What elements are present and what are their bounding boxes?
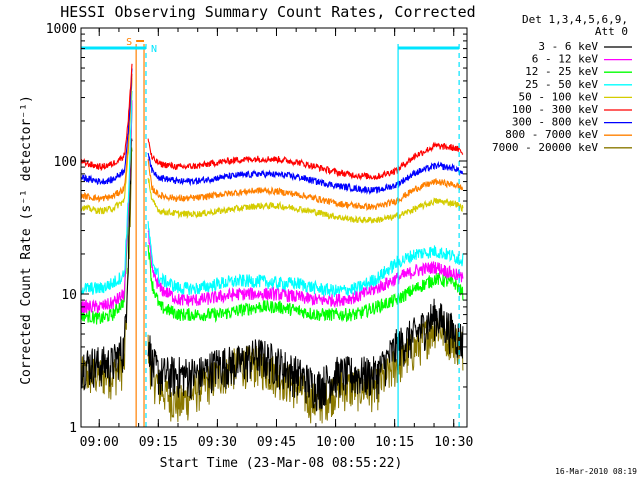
series-line-100-300-kev — [80, 63, 464, 181]
legend-label-800-7000-kev: 800 - 7000 keV — [505, 128, 598, 141]
series-line-800-7000-kev — [80, 73, 464, 212]
y-tick-label: 100 — [54, 155, 77, 170]
chart-title: HESSI Observing Summary Count Rates, Cor… — [60, 3, 475, 21]
series-line-6-12-kev — [80, 100, 464, 315]
plot-frame — [80, 27, 468, 428]
x-axis-label: Start Time (23-Mar-08 08:55:22) — [160, 456, 403, 471]
legend-label-12-25-kev: 12 - 25 keV — [525, 65, 598, 78]
series-line-3-6-kev — [80, 138, 464, 412]
legend-label-3-6-kev: 3 - 6 keV — [538, 40, 598, 53]
legend-label-100-300-kev: 100 - 300 keV — [512, 103, 598, 116]
x-tick-label: 09:15 — [139, 435, 178, 450]
series-line-300-800-kev — [80, 68, 464, 196]
legend-label-25-50-kev: 25 - 50 keV — [525, 78, 598, 91]
x-tick-label: 09:30 — [198, 435, 237, 450]
legend-title: Att 0 — [595, 25, 628, 38]
timestamp: 16-Mar-2010 08:19 — [555, 467, 637, 476]
x-tick-label: 09:45 — [257, 435, 296, 450]
night-label: N — [151, 44, 157, 55]
legend-label-6-12-kev: 6 - 12 keV — [532, 53, 599, 66]
x-tick-label: 10:15 — [375, 435, 414, 450]
x-tick-label: 09:00 — [80, 435, 119, 450]
saa-label: S — [126, 37, 132, 48]
y-tick-label: 1 — [69, 421, 77, 436]
legend-label-300-800-kev: 300 - 800 keV — [512, 116, 598, 129]
y-axis-label: Corrected Count Rate (s⁻¹ detector⁻¹) — [19, 95, 34, 385]
y-tick-label: 1000 — [46, 22, 77, 37]
series-line-50-100-kev — [80, 78, 464, 224]
y-tick-label: 10 — [61, 288, 77, 303]
x-tick-label: 10:30 — [434, 435, 473, 450]
series-line-25-50-kev — [80, 90, 464, 298]
legend-label-7000-20000-kev: 7000 - 20000 keV — [492, 141, 598, 154]
x-tick-label: 10:00 — [316, 435, 355, 450]
legend-title: Det 1,3,4,5,6,9, — [522, 13, 628, 26]
plot-area: S N 1 10 100 1000 09:00 09:15 09:30 09:45 10:00 10:… — [46, 22, 474, 450]
legend-label-50-100-kev: 50 - 100 keV — [519, 90, 599, 103]
